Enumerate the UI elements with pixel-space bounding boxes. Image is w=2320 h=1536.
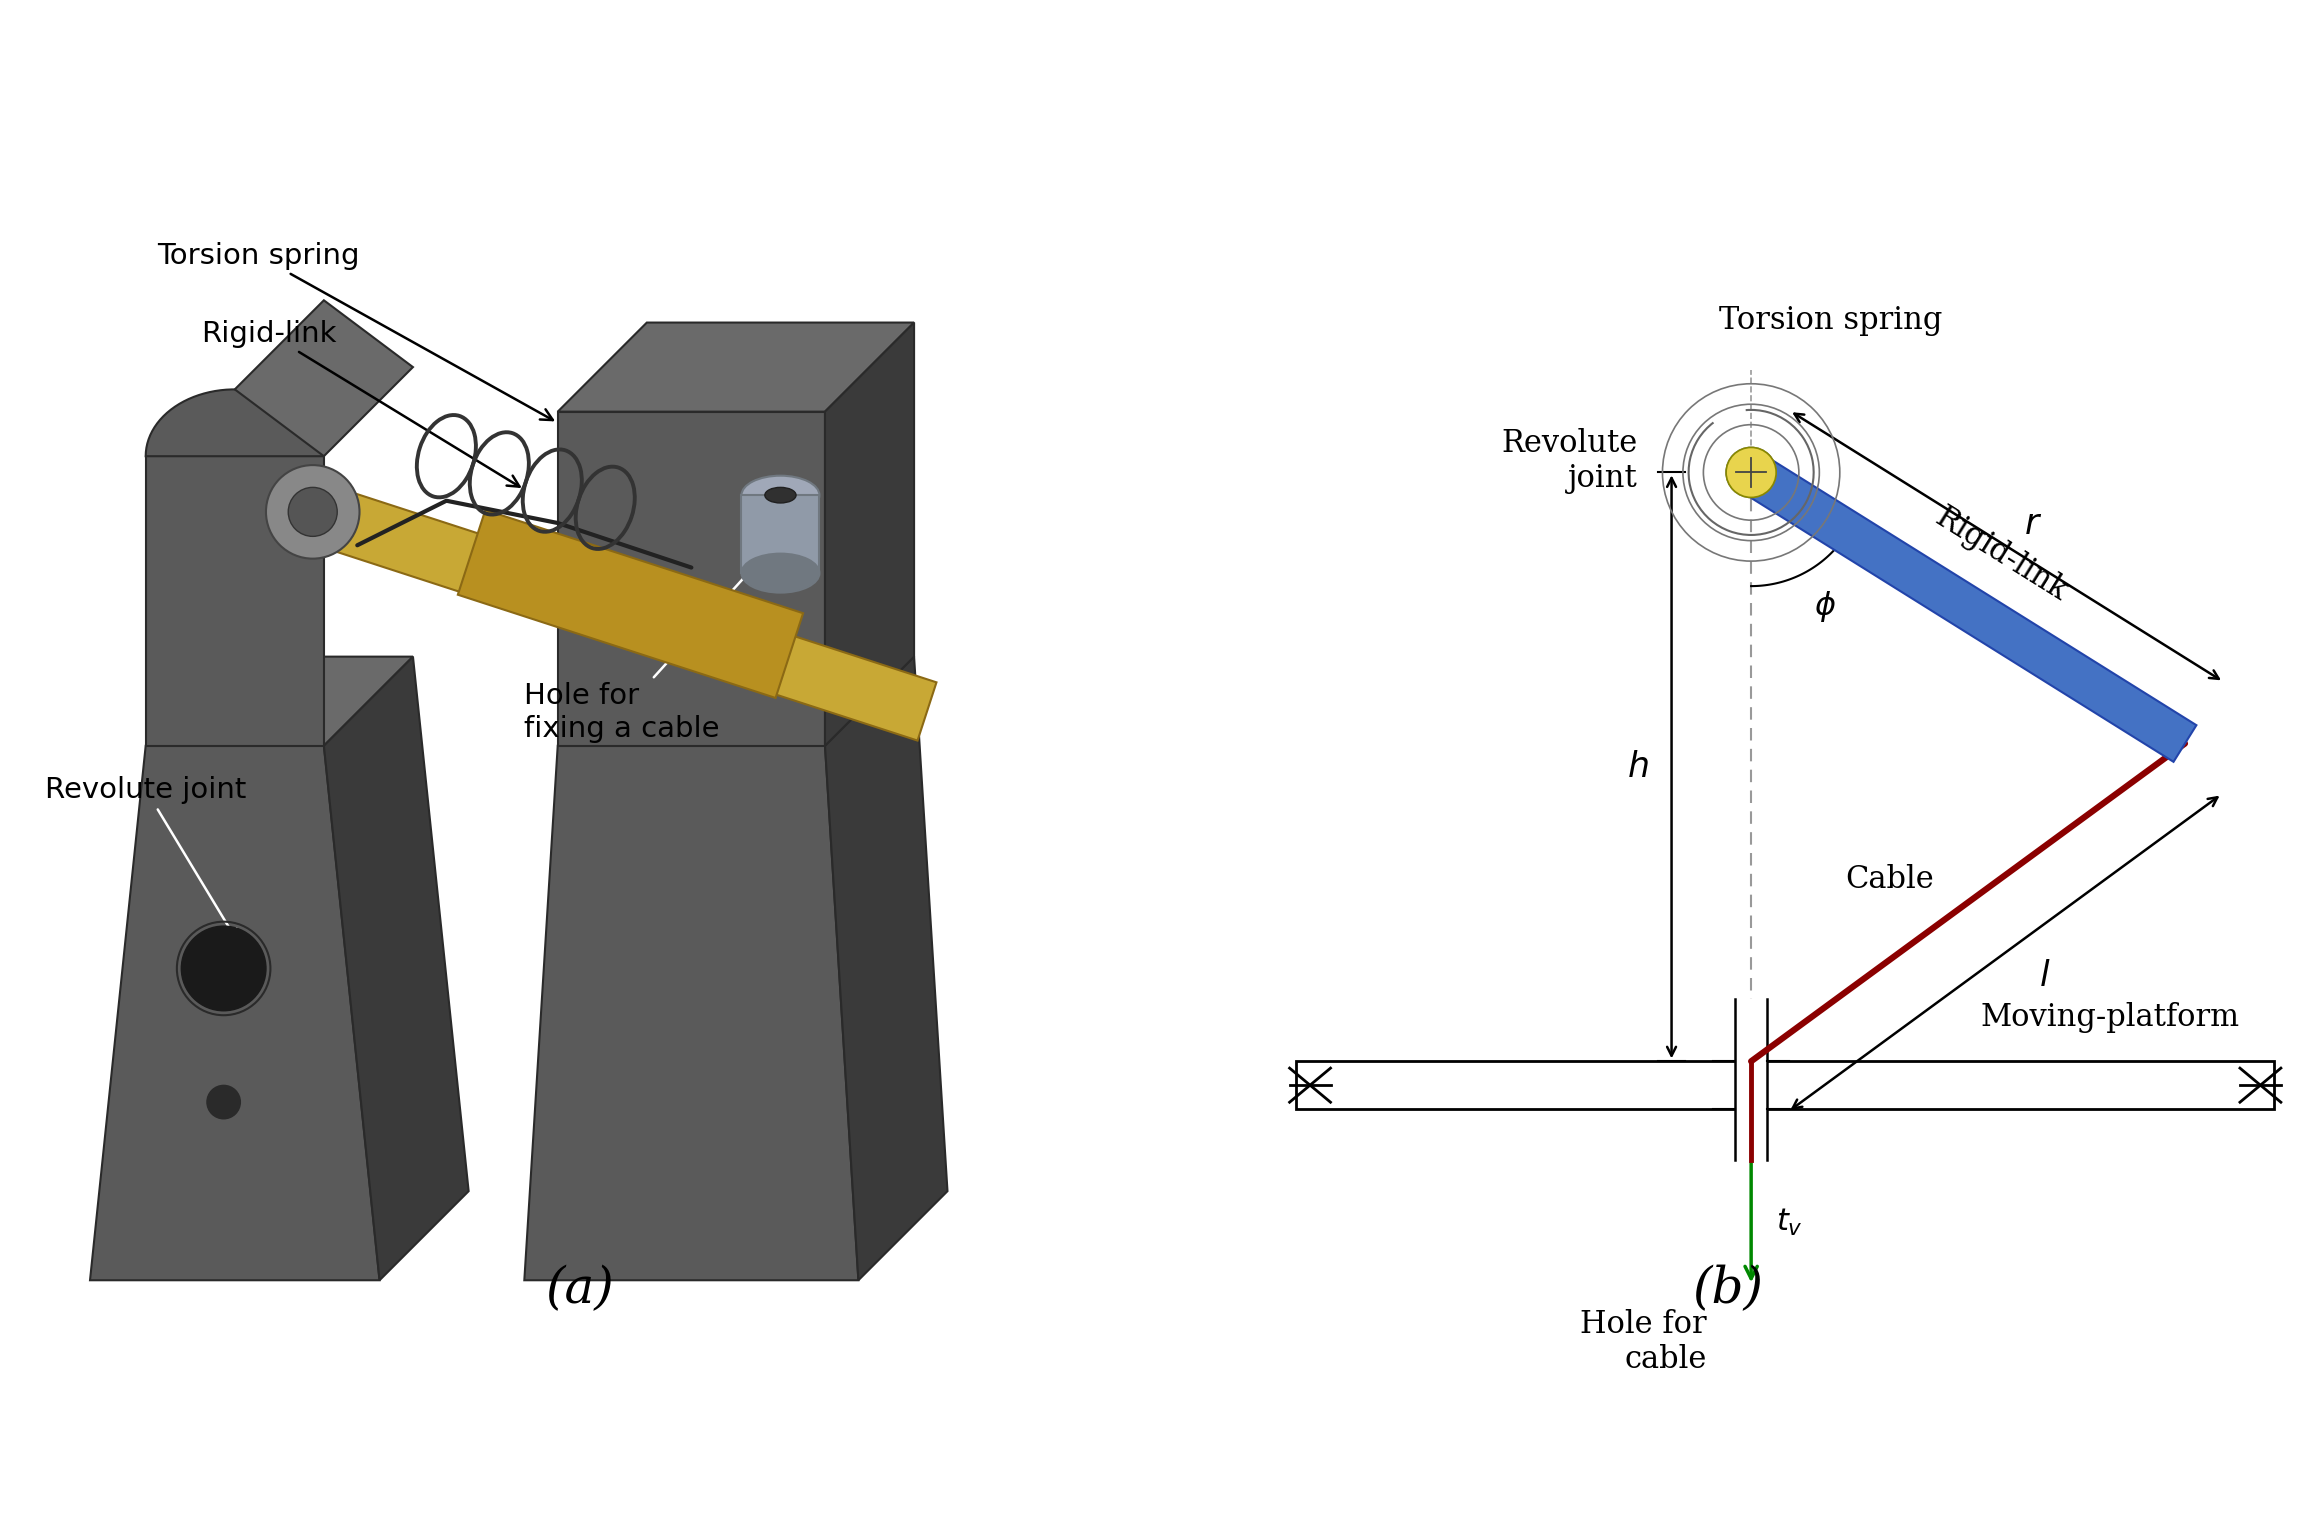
Text: Rigid-link: Rigid-link [1930,502,2074,608]
Circle shape [1726,447,1777,498]
Text: Torsion spring: Torsion spring [1719,306,1942,336]
Text: Revolute
joint: Revolute joint [1501,427,1638,495]
Bar [1735,998,1768,1160]
Circle shape [181,926,267,1011]
Circle shape [267,465,360,559]
Polygon shape [557,657,914,745]
Ellipse shape [766,487,796,502]
Text: Moving-platform: Moving-platform [1981,1001,2241,1032]
Polygon shape [90,745,380,1279]
Polygon shape [146,390,325,456]
Text: $\phi$: $\phi$ [1814,590,1837,624]
Text: Hole for
fixing a cable: Hole for fixing a cable [524,567,754,742]
Circle shape [288,487,336,536]
Polygon shape [557,323,914,412]
Bar [742,495,819,573]
Text: $l$: $l$ [2039,958,2051,992]
Text: (b): (b) [1694,1264,1763,1313]
Text: $r$: $r$ [2023,507,2042,541]
Polygon shape [557,412,826,745]
Text: Hole for
cable: Hole for cable [1580,1309,1708,1375]
Polygon shape [325,657,469,1279]
Text: Rigid-link: Rigid-link [202,319,520,487]
Polygon shape [826,657,947,1279]
Text: (a): (a) [545,1264,615,1313]
Circle shape [1726,447,1777,498]
Ellipse shape [742,476,819,515]
Circle shape [206,1086,241,1118]
Polygon shape [146,657,413,745]
Text: Revolute joint: Revolute joint [46,776,246,942]
Polygon shape [524,745,858,1279]
Polygon shape [234,301,413,456]
Text: Torsion spring: Torsion spring [158,241,552,419]
Text: $h$: $h$ [1626,750,1650,783]
Bar [1297,1061,2274,1109]
Text: Cable: Cable [1844,865,1935,895]
Polygon shape [304,482,937,740]
Text: $t_v$: $t_v$ [1777,1207,1803,1238]
Ellipse shape [742,553,819,593]
Polygon shape [457,510,803,697]
Polygon shape [826,323,914,745]
Polygon shape [1740,455,2197,762]
Polygon shape [146,456,325,745]
